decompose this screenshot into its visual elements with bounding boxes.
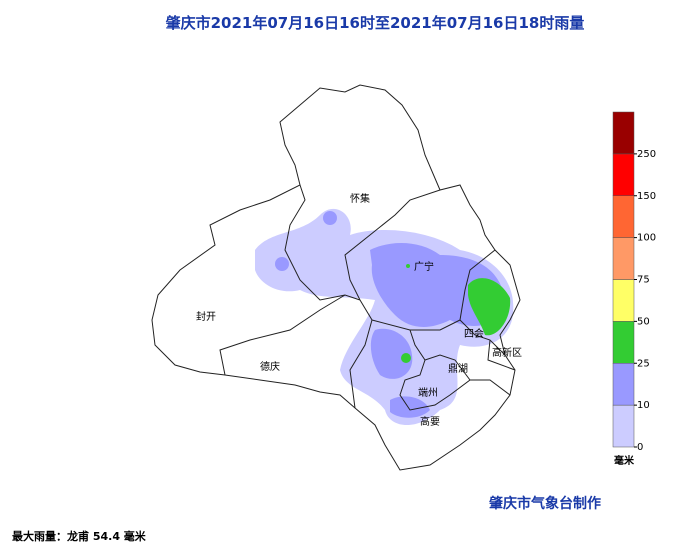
place-label: 德庆: [260, 360, 280, 373]
place-label: 鼎湖: [448, 363, 468, 375]
legend-tick-label: 25: [637, 358, 650, 369]
legend-swatch: [612, 321, 635, 364]
map-title: 肇庆市2021年07月16日16时至2021年07月16日18时雨量: [165, 14, 585, 32]
legend-unit: 毫米: [614, 454, 635, 467]
legend-tick-label: 10: [637, 400, 650, 411]
place-label: 广宁: [414, 260, 434, 273]
rain-moderate: [275, 257, 289, 271]
legend-tick-label: 100: [637, 233, 656, 244]
rain-moderate: [370, 328, 413, 379]
rain-heavy: [401, 353, 411, 363]
legend-tick-label: 75: [637, 275, 650, 286]
station-dot: [406, 264, 410, 268]
legend: 0 10 25 50 75 100 150 250: [612, 111, 656, 453]
legend-swatch: [612, 237, 635, 280]
place-label: 怀集: [350, 192, 370, 205]
credit: 肇庆市气象台制作: [489, 495, 601, 512]
place-label: 四会: [464, 327, 484, 340]
legend-swatch: [612, 279, 635, 322]
legend-tick-label: 250: [637, 149, 656, 160]
legend-tick-label: 150: [637, 191, 656, 202]
place-labels: 怀集 广宁 封开 德庆 四会 鼎湖 端州 高要 高新区: [196, 192, 522, 428]
place-label: 端州: [418, 386, 438, 399]
rain-moderate: [323, 211, 337, 225]
legend-swatch: [612, 195, 635, 238]
legend-swatch: [612, 153, 635, 196]
place-label: 封开: [196, 310, 216, 323]
legend-swatch: [612, 404, 635, 448]
legend-swatch: [612, 363, 635, 406]
rain-areas: [255, 208, 514, 425]
legend-swatch: [612, 111, 635, 155]
legend-tick-label: 0: [637, 442, 643, 453]
place-label: 高要: [420, 415, 440, 428]
rain-heavy: [468, 278, 511, 336]
legend-tick-label: 50: [637, 316, 650, 327]
max-rain: 最大雨量：龙甫 54.4 毫米: [12, 529, 147, 543]
place-label: 高新区: [492, 346, 522, 359]
borders: [151, 84, 521, 471]
rain-moderate: [390, 396, 430, 418]
